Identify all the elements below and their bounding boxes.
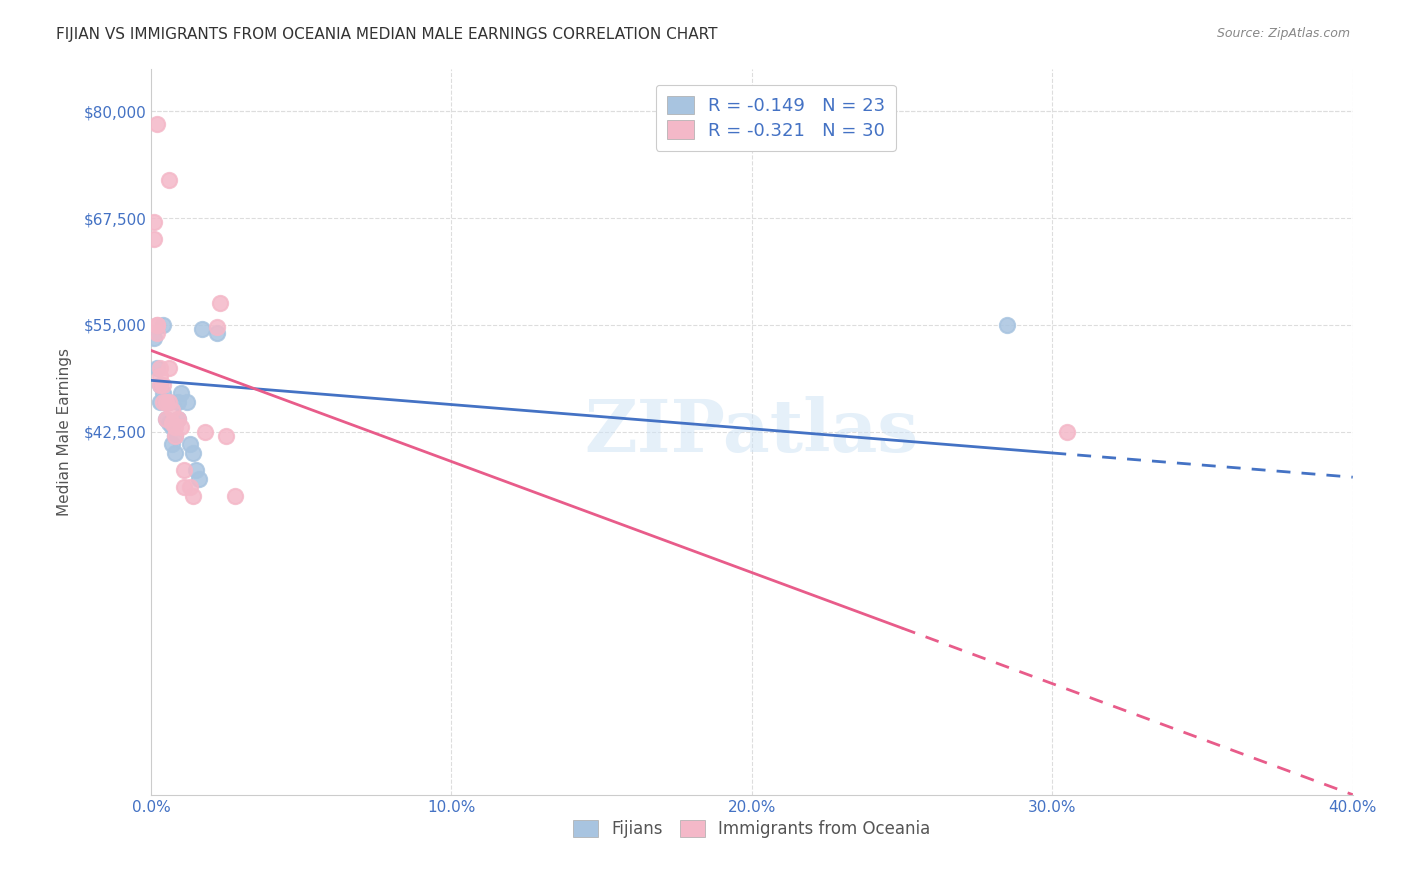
- Point: [157, 394, 180, 409]
- Point: [209, 296, 232, 310]
- Point: [205, 326, 228, 341]
- Point: [146, 318, 169, 332]
- Point: [165, 429, 187, 443]
- Text: FIJIAN VS IMMIGRANTS FROM OCEANIA MEDIAN MALE EARNINGS CORRELATION CHART: FIJIAN VS IMMIGRANTS FROM OCEANIA MEDIAN…: [56, 27, 717, 42]
- Point: [146, 360, 169, 375]
- Point: [143, 215, 166, 229]
- Point: [184, 463, 207, 477]
- Point: [173, 480, 195, 494]
- Point: [173, 463, 195, 477]
- Text: Source: ZipAtlas.com: Source: ZipAtlas.com: [1216, 27, 1350, 40]
- Point: [179, 480, 201, 494]
- Point: [149, 369, 172, 384]
- Point: [160, 420, 183, 434]
- Point: [160, 437, 183, 451]
- Point: [143, 232, 166, 246]
- Point: [167, 412, 190, 426]
- Point: [224, 489, 246, 503]
- Point: [181, 489, 204, 503]
- Point: [170, 386, 193, 401]
- Point: [205, 319, 228, 334]
- Point: [143, 331, 166, 345]
- Point: [165, 446, 187, 460]
- Point: [170, 420, 193, 434]
- Point: [157, 416, 180, 430]
- Point: [191, 322, 214, 336]
- Point: [155, 412, 177, 426]
- Point: [152, 394, 174, 409]
- Point: [149, 394, 172, 409]
- Point: [194, 425, 217, 439]
- Point: [165, 420, 187, 434]
- Point: [157, 172, 180, 186]
- Point: [1056, 425, 1078, 439]
- Point: [149, 377, 172, 392]
- Point: [160, 403, 183, 417]
- Point: [995, 318, 1018, 332]
- Point: [146, 117, 169, 131]
- Point: [146, 318, 169, 332]
- Point: [149, 360, 172, 375]
- Point: [188, 472, 211, 486]
- Point: [155, 394, 177, 409]
- Y-axis label: Median Male Earnings: Median Male Earnings: [58, 348, 72, 516]
- Point: [152, 318, 174, 332]
- Point: [155, 412, 177, 426]
- Point: [181, 446, 204, 460]
- Point: [165, 429, 187, 443]
- Point: [155, 394, 177, 409]
- Point: [146, 326, 169, 341]
- Point: [167, 412, 190, 426]
- Point: [215, 429, 238, 443]
- Point: [157, 394, 180, 409]
- Legend: Fijians, Immigrants from Oceania: Fijians, Immigrants from Oceania: [567, 813, 936, 845]
- Point: [160, 416, 183, 430]
- Point: [152, 386, 174, 401]
- Point: [179, 437, 201, 451]
- Point: [152, 377, 174, 392]
- Point: [157, 360, 180, 375]
- Point: [149, 377, 172, 392]
- Point: [167, 394, 190, 409]
- Text: ZIPatlas: ZIPatlas: [585, 396, 920, 467]
- Point: [176, 394, 198, 409]
